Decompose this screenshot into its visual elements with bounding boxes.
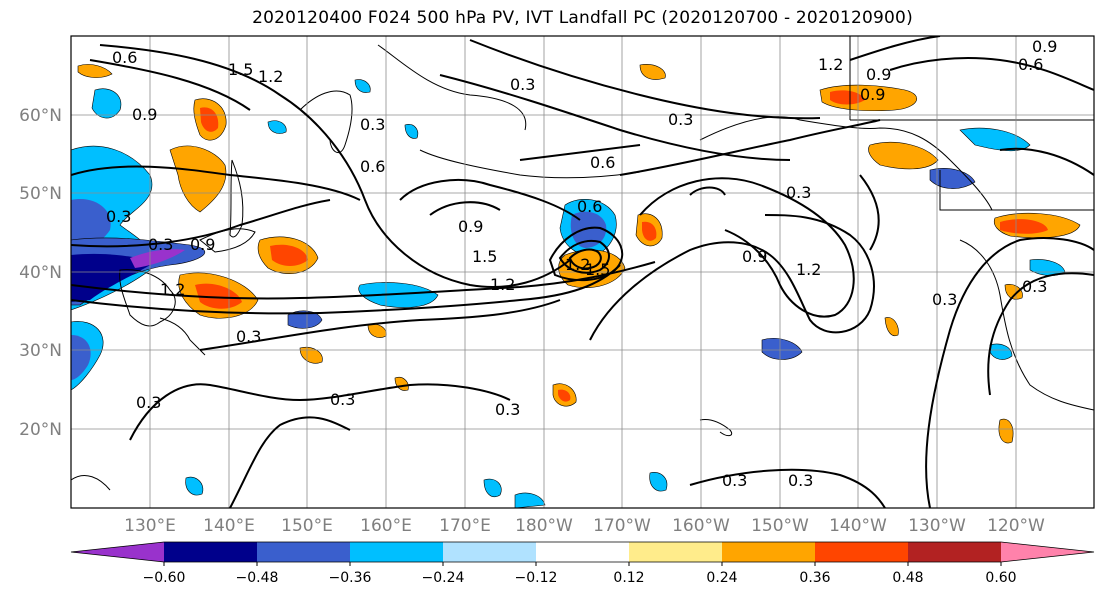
lon-label: 150°W: [751, 516, 809, 536]
contour-label: 0.6: [1018, 55, 1043, 74]
contour-label: 1.2: [160, 280, 185, 299]
contour-label: 0.3: [495, 400, 520, 419]
map-title: 2020120400 F024 500 hPa PV, IVT Landfall…: [252, 8, 913, 28]
colorbar-segment: [908, 542, 1002, 562]
lon-label: 160°E: [360, 516, 412, 536]
contour-label: 0.9: [190, 235, 215, 254]
contour-label: 0.9: [866, 65, 891, 84]
contour-label: 1.2: [818, 55, 843, 74]
colorbar-segment: [536, 542, 630, 562]
contour-label: 0.9: [132, 105, 157, 124]
contour-label: 1.5: [228, 60, 253, 79]
contour-label: 0.3: [236, 327, 261, 346]
contour-label: 0.3: [136, 393, 161, 412]
contour-label: 0.3: [788, 471, 813, 490]
contour-label: 0.3: [510, 75, 535, 94]
colorbar-tick-label: 0.36: [799, 570, 830, 586]
lon-label: 130°W: [908, 516, 966, 536]
colorbar-segment: [443, 542, 537, 562]
contour-label: 0.6: [360, 157, 385, 176]
colorbar-tick-label: −0.48: [236, 570, 279, 586]
lat-label: 40°N: [19, 263, 62, 283]
map-plot-area: 0.6 1.5 1.2 0.3 0.9 0.3 0.6 0.3 1.2 0.9 …: [71, 36, 1094, 508]
colorbar-tick-label: 0.60: [985, 570, 1016, 586]
contour-label: 0.3: [330, 390, 355, 409]
colorbar-segment: [164, 542, 258, 562]
colorbar-tick-label: −0.12: [515, 570, 558, 586]
lon-label: 140°E: [203, 516, 255, 536]
colorbar-segment: [815, 542, 909, 562]
lon-label: 160°W: [672, 516, 730, 536]
contour-label: 0.9: [860, 85, 885, 104]
contour-label: 1.2: [565, 255, 590, 274]
colorbar-tick-label: 0.12: [613, 570, 644, 586]
coastlines: [71, 36, 1094, 491]
latitude-labels: 60°N 50°N 40°N 30°N 20°N: [19, 106, 62, 440]
lon-label: 140°W: [829, 516, 887, 536]
contour-label: 0.9: [742, 247, 767, 266]
contour-label: 1.2: [490, 275, 515, 294]
lon-label: 170°W: [593, 516, 651, 536]
contour-label: 0.3: [148, 235, 173, 254]
lon-label: 180°W: [515, 516, 573, 536]
contour-label: 0.3: [668, 110, 693, 129]
contour-labels: 0.6 1.5 1.2 0.3 0.9 0.3 0.6 0.3 1.2 0.9 …: [106, 37, 1057, 490]
contour-label: 0.9: [1032, 37, 1057, 56]
lon-label: 170°E: [439, 516, 491, 536]
contour-label: 0.3: [1022, 277, 1047, 296]
contour-label: 0.3: [106, 207, 131, 226]
contour-label: 0.6: [577, 197, 602, 216]
colorbar-segment: [722, 542, 816, 562]
colorbar: −0.60 −0.48 −0.36 −0.24 −0.12 0.12 0.24 0.36 0.4…: [70, 541, 1095, 586]
colorbar-tick-label: −0.60: [143, 570, 186, 586]
negative-pv-shading: [71, 79, 1066, 508]
contour-label: 0.9: [458, 217, 483, 236]
lat-label: 30°N: [19, 341, 62, 361]
colorbar-segment: [1001, 542, 1094, 562]
colorbar-tick-label: −0.24: [422, 570, 465, 586]
lat-label: 50°N: [19, 184, 62, 204]
colorbar-segment: [71, 542, 164, 562]
contour-label: 0.3: [932, 290, 957, 309]
colorbar-tick-label: −0.36: [329, 570, 372, 586]
contour-label: 1.2: [796, 260, 821, 279]
contour-label: 0.6: [112, 48, 137, 67]
lat-label: 60°N: [19, 106, 62, 126]
colorbar-tick-label: 0.24: [706, 570, 737, 586]
lon-label: 130°E: [124, 516, 176, 536]
contour-label: 0.3: [786, 183, 811, 202]
longitude-labels: 130°E 140°E 150°E 160°E 170°E 180°W 170°…: [124, 516, 1045, 536]
contour-label: 0.6: [590, 153, 615, 172]
ivt-contours: [71, 36, 1094, 508]
colorbar-segment: [257, 542, 351, 562]
lon-label: 120°W: [987, 516, 1045, 536]
graticule: [71, 36, 1094, 508]
lon-label: 150°E: [281, 516, 333, 536]
lat-label: 20°N: [19, 420, 62, 440]
colorbar-tick-label: 0.48: [892, 570, 923, 586]
contour-label: 1.5: [472, 247, 497, 266]
colorbar-segment: [629, 542, 723, 562]
colorbar-segment: [350, 542, 444, 562]
contour-label: 1.5: [585, 260, 610, 279]
contour-label: 0.3: [722, 471, 747, 490]
contour-label: 1.2: [258, 67, 283, 86]
plot-frame: [70, 35, 1095, 509]
contour-label: 0.3: [360, 115, 385, 134]
